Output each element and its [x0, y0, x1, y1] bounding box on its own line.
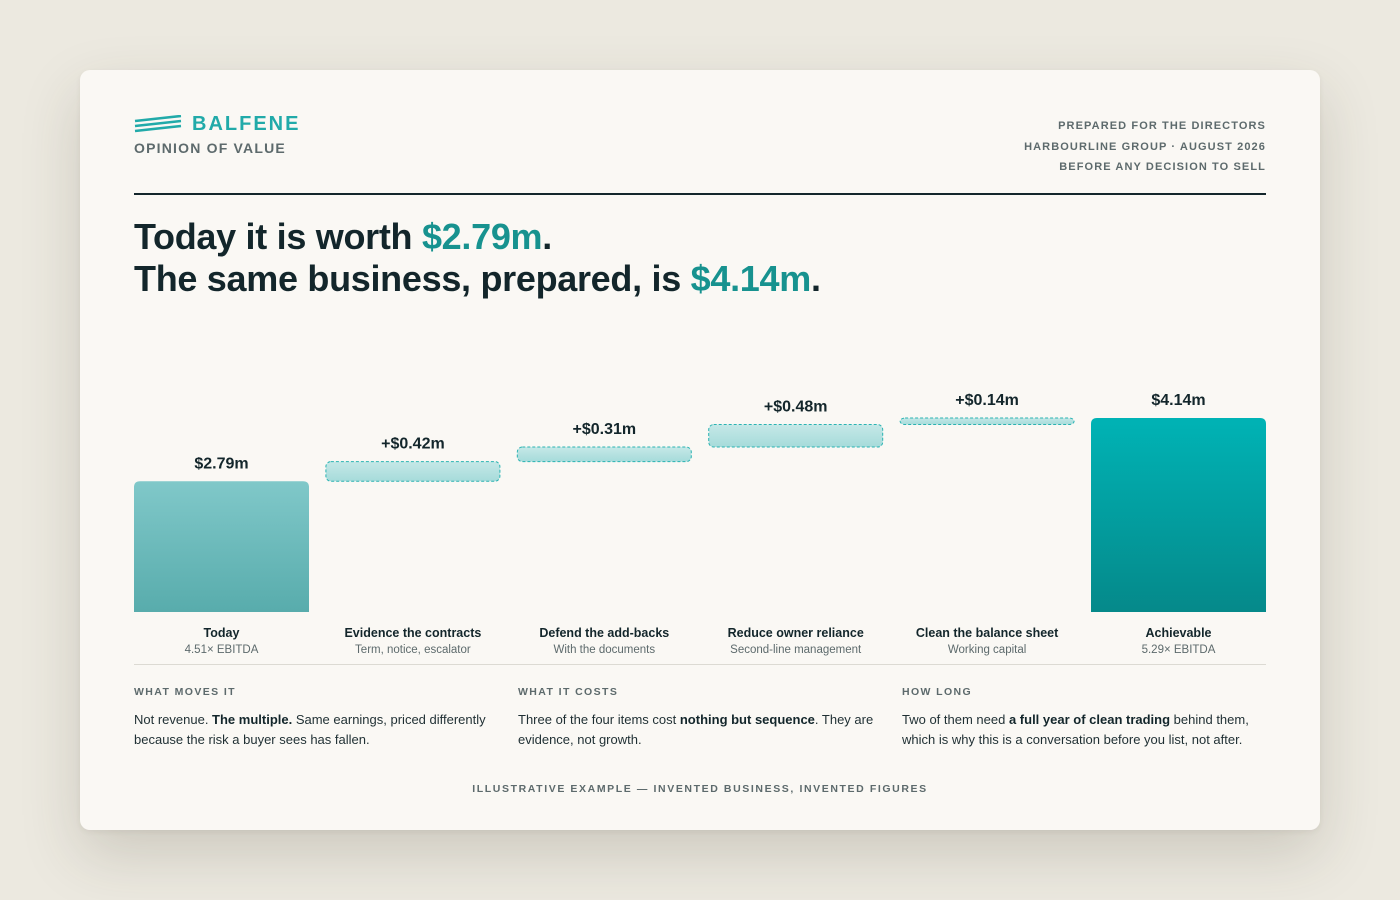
bar-step — [325, 461, 501, 482]
client-and-date: HARBOURLINE GROUP · AUGUST 2026 — [1024, 140, 1266, 153]
prepared-for-block: PREPARED FOR THE DIRECTORS HARBOURLINE G… — [1024, 116, 1266, 178]
brand: BALFENE OPINION OF VALUE — [134, 112, 301, 157]
note-what-moves-it: WHAT MOVES IT Not revenue. The multiple.… — [134, 686, 498, 750]
header-divider — [134, 193, 1266, 195]
note-heading: WHAT MOVES IT — [134, 686, 236, 698]
note-body: Three of the four items cost nothing but… — [518, 710, 882, 750]
note-text: Three of the four items cost — [518, 712, 680, 727]
prepared-for: PREPARED FOR THE DIRECTORS — [1058, 120, 1266, 132]
note-heading: HOW LONG — [902, 686, 973, 698]
bar-step — [708, 424, 884, 448]
value-bridge-chart: $2.79m Today 4.51× EBITDA +$0.42m Evidence t… — [134, 370, 1266, 670]
headline-line-1-text: Today it is worth — [134, 216, 422, 257]
category-sublabel: Working capital — [948, 644, 1026, 656]
chart-divider — [134, 664, 1266, 665]
bar-step — [516, 446, 692, 463]
bar-value-label: +$0.31m — [572, 421, 636, 438]
note-text: Not revenue. — [134, 712, 213, 727]
category-sublabel: Second-line management — [730, 644, 862, 656]
note-emphasis: The multiple. — [212, 712, 293, 727]
value-bridge-svg: $2.79m Today 4.51× EBITDA +$0.42m Evidence t… — [134, 392, 1266, 656]
bar-today — [134, 481, 309, 612]
bar-value-label: +$0.42m — [381, 436, 445, 453]
bar-step — [899, 417, 1075, 426]
bar-value-label: +$0.48m — [764, 399, 828, 416]
category-label: Clean the balance sheet — [916, 626, 1059, 640]
note-heading: WHAT IT COSTS — [518, 686, 619, 698]
category-sublabel: With the documents — [553, 644, 655, 656]
bar-value-label: +$0.14m — [955, 392, 1019, 409]
note-emphasis: a full year of clean trading — [1008, 712, 1171, 727]
valuation-card: BALFENE OPINION OF VALUE PREPARED FOR TH… — [80, 70, 1320, 830]
note-what-it-costs: WHAT IT COSTS Three of the four items co… — [518, 686, 882, 750]
bar-value-label: $2.79m — [194, 455, 248, 472]
headline-line-2-period: . — [810, 258, 821, 299]
note-text: . They are evidence, not growth. — [518, 712, 874, 747]
achievable-value: $4.14m — [690, 258, 812, 299]
headline-line-1: Today it is worth $2.79m. — [134, 216, 821, 258]
bar-achievable — [1091, 418, 1266, 612]
context-line: BEFORE ANY DECISION TO SELL — [1059, 161, 1266, 173]
balfene-logo-icon — [134, 115, 182, 133]
category-label: Reduce owner reliance — [728, 626, 864, 640]
note-body: Not revenue. The multiple. Same earnings… — [134, 710, 498, 750]
headline-line-1-period: . — [542, 216, 552, 257]
category-label: Today — [204, 626, 240, 640]
note-body: Two of them need a full year of clean tr… — [902, 710, 1266, 750]
category-sublabel: Term, notice, escalator — [355, 644, 471, 656]
note-text: Two of them need — [902, 712, 1009, 727]
bar-value-label: $4.14m — [1151, 392, 1205, 409]
note-text: Same earnings, priced differently becaus… — [134, 712, 486, 747]
brand-name: BALFENE — [192, 112, 301, 135]
note-text: behind them, which is why this is a conv… — [902, 712, 1249, 747]
category-sublabel: 4.51× EBITDA — [185, 644, 259, 656]
note-how-long: HOW LONG Two of them need a full year of… — [902, 686, 1266, 750]
headline-line-2-text: The same business, prepared, is — [134, 258, 691, 299]
category-label: Evidence the contracts — [344, 626, 481, 640]
disclaimer: ILLUSTRATIVE EXAMPLE — INVENTED BUSINESS… — [472, 783, 928, 795]
category-label: Achievable — [1145, 626, 1211, 640]
headline-line-2: The same business, prepared, is $4.14m. — [134, 258, 821, 300]
document-type: OPINION OF VALUE — [134, 140, 286, 156]
note-emphasis: nothing but sequence — [679, 712, 815, 727]
category-label: Defend the add-backs — [539, 626, 669, 640]
current-value: $2.79m — [421, 216, 543, 257]
headline: Today it is worth $2.79m. The same busin… — [134, 216, 821, 300]
category-sublabel: 5.29× EBITDA — [1142, 644, 1216, 656]
